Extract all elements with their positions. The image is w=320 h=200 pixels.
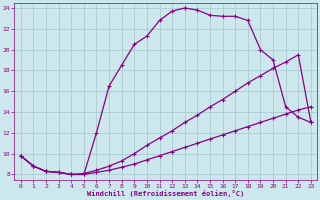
- X-axis label: Windchill (Refroidissement éolien,°C): Windchill (Refroidissement éolien,°C): [87, 190, 244, 197]
